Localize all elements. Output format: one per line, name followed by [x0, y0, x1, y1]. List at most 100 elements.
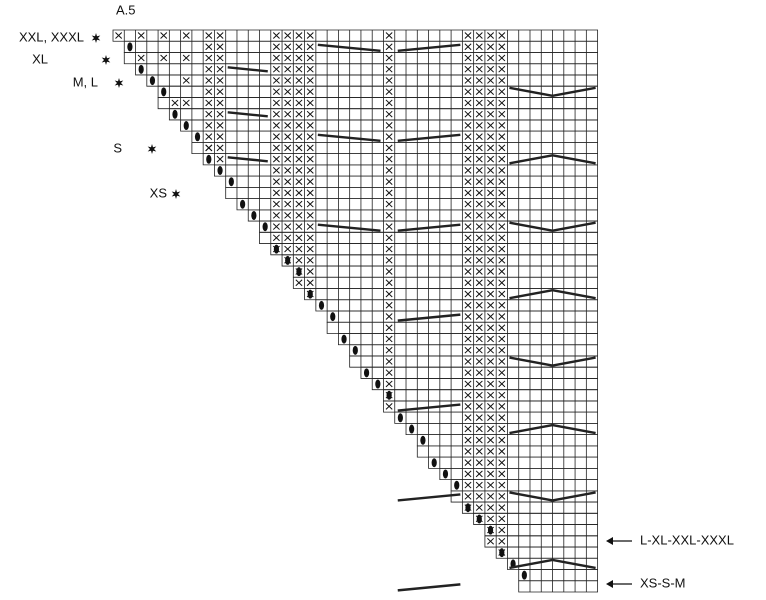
- grid-row: [225, 186, 599, 199]
- knit-cross: [306, 88, 314, 96]
- knit-cross: [487, 492, 495, 500]
- stitch-oval: [375, 379, 381, 389]
- knit-cross: [475, 256, 483, 264]
- knit-cross: [487, 245, 495, 253]
- knit-cross: [216, 43, 224, 51]
- knit-cross: [306, 133, 314, 140]
- knit-cross: [272, 65, 280, 73]
- knit-cross: [216, 144, 224, 152]
- decrease-line: [227, 66, 268, 73]
- knit-cross: [295, 279, 303, 287]
- decrease-line: [552, 221, 596, 232]
- knit-cross: [306, 200, 314, 208]
- knit-cross: [487, 133, 495, 140]
- knit-cross: [272, 211, 280, 219]
- knit-cross: [272, 133, 280, 140]
- grid-row: [146, 74, 599, 87]
- stitch-oval: [285, 255, 291, 265]
- knit-cross: [295, 99, 303, 107]
- grid-row: [428, 456, 599, 469]
- knit-cross: [306, 167, 314, 174]
- knit-cross: [216, 32, 224, 39]
- knit-cross: [498, 537, 506, 545]
- grid-row: [439, 467, 599, 480]
- stitch-oval: [194, 132, 201, 142]
- knit-cross: [272, 178, 280, 185]
- knit-cross: [295, 245, 303, 253]
- grid-row: [123, 40, 599, 53]
- knit-cross: [475, 144, 483, 152]
- decrease-line: [509, 491, 553, 502]
- knit-cross: [272, 99, 280, 107]
- knit-cross: [385, 223, 393, 230]
- knit-cross: [498, 526, 506, 534]
- knit-cross: [464, 43, 472, 51]
- knit-cross: [498, 54, 506, 62]
- knit-cross: [272, 223, 280, 230]
- knit-cross: [160, 32, 168, 39]
- knit-cross: [498, 43, 506, 51]
- knit-cross: [487, 43, 495, 51]
- knit-cross: [385, 144, 393, 152]
- knit-cross: [272, 144, 280, 152]
- knit-cross: [385, 301, 393, 309]
- decrease-line: [509, 221, 553, 232]
- size-star: [114, 78, 124, 88]
- knit-cross: [464, 200, 472, 208]
- stitch-oval: [307, 289, 313, 299]
- knit-cross: [272, 110, 280, 118]
- knit-cross: [475, 403, 483, 410]
- knit-cross: [306, 178, 314, 185]
- stitch-oval: [521, 570, 527, 580]
- stitch-oval: [352, 345, 358, 355]
- knit-cross: [487, 77, 495, 84]
- grid-row: [135, 63, 599, 76]
- knit-cross: [487, 380, 495, 388]
- knit-cross: [498, 77, 506, 84]
- knit-cross: [464, 346, 472, 354]
- grid-row: [225, 175, 599, 188]
- knit-cross: [385, 155, 393, 163]
- knit-cross: [475, 167, 483, 174]
- knit-cross: [306, 54, 314, 62]
- knit-cross: [487, 279, 495, 287]
- knit-cross: [475, 470, 483, 478]
- stitch-oval: [420, 435, 426, 445]
- knit-cross: [385, 380, 393, 388]
- grid-row: [202, 153, 599, 166]
- knit-cross: [487, 335, 495, 343]
- stitch-oval: [330, 312, 336, 322]
- knit-cross: [171, 99, 179, 107]
- knit-cross: [272, 122, 280, 129]
- knit-cross: [272, 54, 280, 62]
- knit-cross: [284, 54, 292, 62]
- knit-cross: [475, 414, 483, 421]
- knit-cross: [487, 189, 495, 197]
- knit-cross: [475, 436, 483, 444]
- decrease-line: [397, 313, 461, 322]
- knit-cross: [475, 346, 483, 354]
- knit-cross: [487, 470, 495, 478]
- knit-cross: [498, 88, 506, 96]
- knit-cross: [295, 54, 303, 62]
- knit-cross: [295, 155, 303, 163]
- knit-cross: [475, 425, 483, 433]
- knit-cross: [464, 256, 472, 264]
- knit-cross: [487, 211, 495, 219]
- knit-cross: [295, 77, 303, 84]
- knit-cross: [464, 414, 472, 421]
- knit-cross: [464, 380, 472, 388]
- knit-cross: [272, 200, 280, 208]
- knit-cross: [295, 256, 303, 264]
- stitch-oval: [341, 334, 347, 344]
- grid-row: [461, 501, 599, 514]
- knit-cross: [464, 403, 472, 410]
- knit-cross: [498, 301, 506, 309]
- knit-cross: [295, 211, 303, 219]
- knit-cross: [464, 481, 472, 489]
- arrow-label: L-XL-XXL-XXXL: [640, 532, 734, 547]
- knit-cross: [487, 54, 495, 62]
- knit-cross: [464, 313, 472, 320]
- knit-cross: [487, 403, 495, 410]
- knit-cross: [475, 313, 483, 320]
